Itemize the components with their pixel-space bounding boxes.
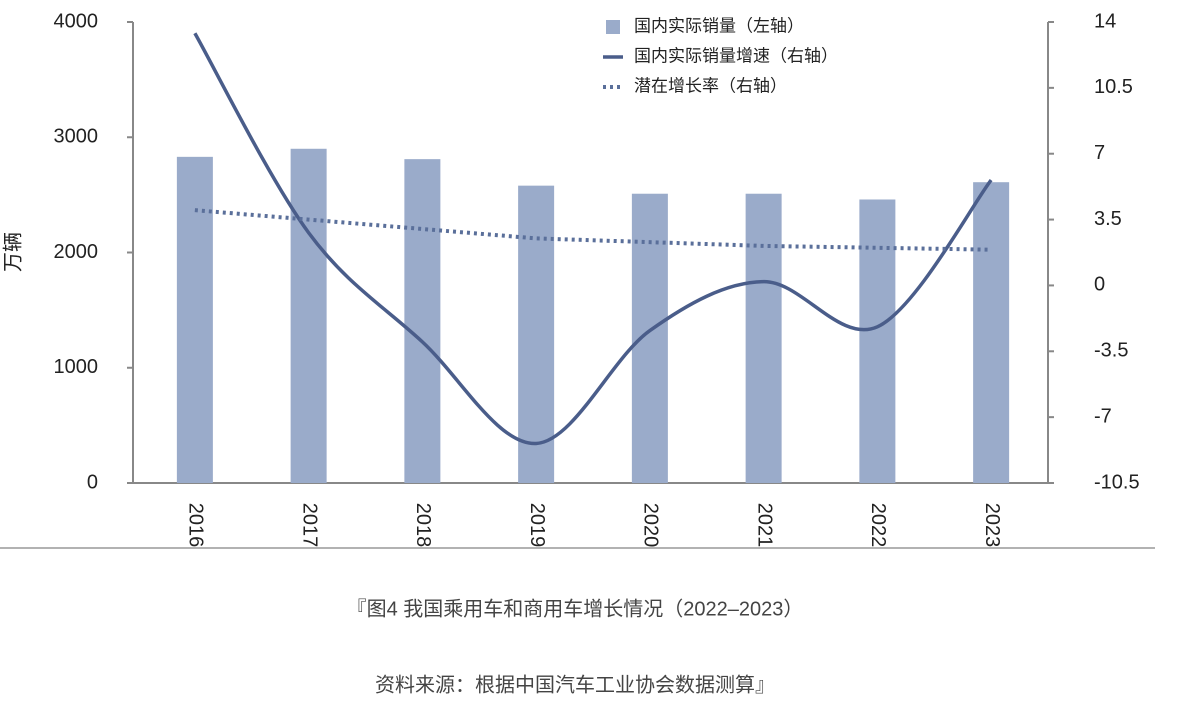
x-tick-label: 2023	[981, 503, 1003, 548]
y2-tick-label: 10.5	[1094, 76, 1133, 98]
y2-tick-label: -10.5	[1094, 471, 1140, 493]
y2-tick-label: 3.5	[1094, 208, 1122, 230]
y2-tick-label: -7	[1094, 405, 1112, 427]
x-tick-label: 2016	[185, 503, 207, 548]
y-axis-label: 万辆	[1, 232, 24, 272]
x-tick-label: 2018	[412, 503, 434, 548]
legend-swatch	[606, 20, 620, 34]
y-tick-label: 2000	[54, 241, 99, 263]
legend-label: 潜在增长率（右轴）	[634, 76, 787, 95]
caption: 『图4 我国乘用车和商用车增长情况（2022–2023）	[347, 597, 804, 620]
legend-label: 国内实际销量增速（右轴）	[634, 46, 838, 65]
y2-tick-label: 0	[1094, 274, 1105, 296]
bar	[518, 185, 555, 483]
y2-tick-label: 14	[1094, 10, 1116, 32]
bar	[745, 193, 782, 483]
y-tick-label: 4000	[54, 10, 99, 32]
x-tick-label: 2022	[867, 503, 889, 548]
y-tick-label: 0	[87, 471, 98, 493]
x-tick-label: 2021	[753, 503, 775, 548]
x-tick-label: 2017	[298, 503, 320, 548]
y-tick-label: 1000	[54, 356, 99, 378]
y2-tick-label: 7	[1094, 142, 1105, 164]
bar	[290, 148, 327, 483]
bar	[631, 193, 668, 483]
x-tick-label: 2020	[640, 503, 662, 548]
line	[194, 208, 992, 252]
line	[193, 32, 993, 446]
x-tick-label: 2019	[526, 503, 548, 548]
bar	[973, 182, 1010, 483]
source: 资料来源：根据中国汽车工业协会数据测算』	[375, 673, 775, 696]
bar	[176, 156, 213, 483]
legend-label: 国内实际销量（左轴）	[634, 16, 804, 35]
y-tick-label: 3000	[54, 126, 99, 148]
y2-tick-label: -3.5	[1094, 340, 1128, 362]
bar	[404, 159, 441, 483]
bar	[859, 199, 896, 484]
